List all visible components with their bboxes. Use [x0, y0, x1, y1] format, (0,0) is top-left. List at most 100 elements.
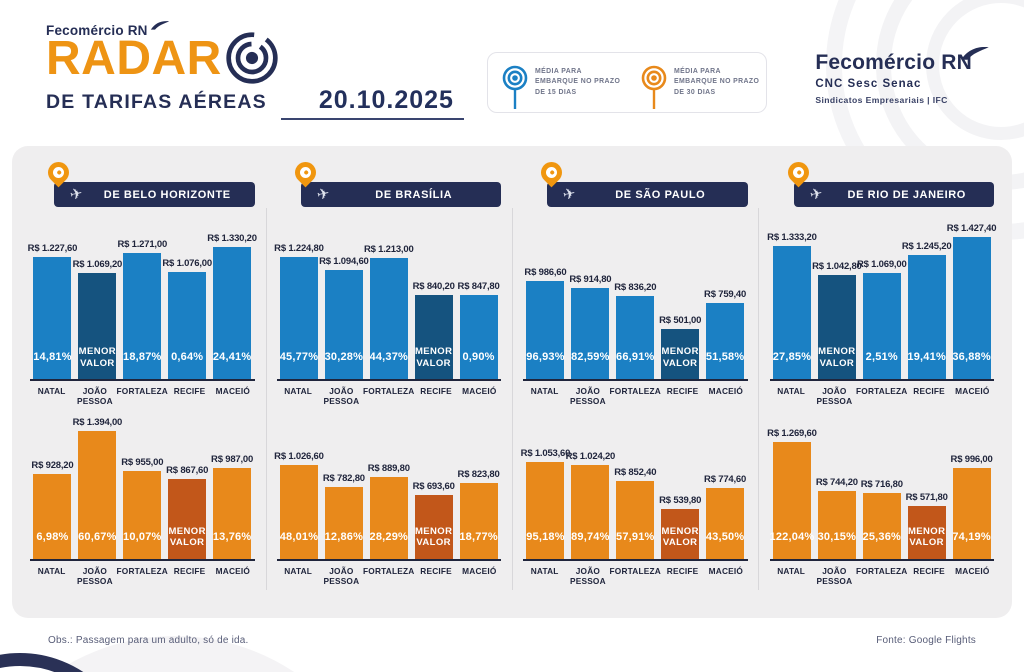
origin-title: DE SÃO PAULO: [615, 188, 706, 201]
bar-value-label: R$ 716,80: [860, 478, 903, 490]
city-label: NATAL: [777, 565, 806, 576]
lowest-value-label: MENOR VALOR: [414, 525, 453, 549]
logo-wordmark: Fecomércio RN: [815, 46, 990, 75]
airplane-icon: ✈: [807, 184, 824, 205]
bar-recife: [414, 295, 453, 379]
bar-slot-joao-pessoa: R$ 1.042,80 MENOR VALOR: [812, 239, 862, 379]
brand-small-wordmark: Fecomércio RN: [46, 20, 464, 38]
bars-row: R$ 1.269,60 122,04% R$ 744,20 30,15% R$ 716,…: [767, 428, 994, 561]
bar-slot-fortaleza: R$ 836,20 66,91%: [613, 239, 658, 379]
divider: [758, 208, 759, 590]
bar-natal: [279, 464, 318, 559]
bar-recife: [661, 329, 700, 379]
city-label: FORTALEZA: [116, 565, 168, 576]
title-row: RADAR: [46, 32, 464, 86]
charts-band: ✈ DE BELO HORIZONTE R$ 1.227,60 14,81% R$ 1.…: [12, 146, 1012, 618]
footer: Obs.: Passagem para um adulto, só de ida…: [0, 618, 1024, 672]
bar-value-label: R$ 759,40: [704, 289, 747, 300]
bar-slot-natal: R$ 1.333,20 27,85%: [767, 232, 817, 379]
bar-percent-label: 89,74%: [571, 530, 610, 543]
city-label: NATAL: [284, 386, 313, 396]
bar-slot-fortaleza: R$ 852,40 57,91%: [613, 433, 658, 559]
bar-slot-recife: R$ 571,80 MENOR VALOR: [904, 433, 949, 559]
city-label: JOÃO PESSOA: [816, 565, 853, 587]
city-label: NATAL: [284, 565, 313, 576]
bar-maceio: [952, 467, 991, 559]
subtitle-row: DE TARIFAS AÉREAS 20.10.2025: [46, 86, 464, 120]
lowest-value-label: MENOR VALOR: [661, 346, 699, 369]
lowest-value-label: MENOR VALOR: [907, 525, 946, 549]
bar-natal: [526, 281, 565, 379]
bar-value-label: R$ 1.394,00: [72, 416, 123, 428]
bar-value-label: R$ 928,20: [31, 459, 74, 471]
bar-value-label: R$ 774,60: [704, 473, 747, 485]
bar-maceio: [706, 487, 745, 559]
city-label: RECIFE: [666, 565, 699, 576]
bar-slot-fortaleza: R$ 1.271,00 18,87%: [117, 239, 167, 379]
bar-value-label: R$ 1.333,20: [767, 232, 817, 243]
bar-recife: [907, 505, 946, 559]
bar-slot-natal: R$ 1.026,60 48,01%: [274, 433, 324, 559]
city-label: FORTALEZA: [856, 386, 908, 396]
chart-orange-de-belo-horizonte: R$ 928,20 6,98% R$ 1.394,00 60,67% R$ 955,00…: [30, 416, 255, 561]
bar-percent-label: 74,19%: [952, 530, 991, 543]
bar-value-label: R$ 840,20: [412, 281, 455, 292]
bar-value-label: R$ 1.245,20: [901, 241, 952, 252]
bar-joao-pessoa: [78, 273, 117, 379]
bar-fortaleza: [369, 476, 408, 559]
bar-percent-label: 25,36%: [862, 530, 902, 543]
origin-header-box: ✈ DE BRASÍLIA: [300, 182, 501, 207]
bar-recife: [414, 494, 453, 559]
bar-value-label: R$ 693,60: [412, 480, 455, 492]
origin-header: ✈ DE SÃO PAULO: [536, 157, 748, 207]
legend-label: MÉDIA PARA EMBARQUE NO PRAZO DE 15 DIAS: [535, 67, 621, 96]
bar-value-label: R$ 501,00: [659, 315, 702, 326]
chart-group-de-brasilia: ✈ DE BRASÍLIA R$ 1.224,80 45,77% R$ 1.094,60…: [274, 157, 501, 618]
bar-slot-fortaleza: R$ 1.069,00 2,51%: [856, 239, 907, 379]
chart-orange-de-rio-de-janeiro: R$ 1.269,60 122,04% R$ 744,20 30,15% R$ 716,…: [767, 419, 994, 561]
bar-maceio: [459, 482, 498, 559]
bar-percent-label: 96,93%: [526, 351, 565, 363]
bar-slot-joao-pessoa: R$ 914,80 82,59%: [568, 239, 613, 379]
bar-percent-label: 18,87%: [123, 351, 162, 363]
bar-slot-joao-pessoa: R$ 782,80 12,86%: [321, 433, 366, 559]
bar-value-label: R$ 1.069,00: [856, 259, 907, 270]
origin-title: DE BRASÍLIA: [375, 188, 453, 201]
bars-row: R$ 1.227,60 14,81% R$ 1.069,20 MENOR VALOR R…: [28, 233, 257, 381]
bar-value-label: R$ 1.026,60: [274, 450, 324, 462]
bar-percent-label: 82,59%: [571, 351, 610, 363]
bar-slot-fortaleza: R$ 955,00 10,07%: [120, 433, 165, 559]
lowest-value-label: MENOR VALOR: [78, 346, 117, 369]
city-label: RECIFE: [666, 386, 699, 396]
bar-fortaleza: [862, 273, 901, 379]
city-label: NATAL: [777, 386, 806, 396]
bar-slot-fortaleza: R$ 1.213,00 44,37%: [364, 239, 414, 379]
bar-percent-label: 66,91%: [616, 351, 655, 363]
bar-value-label: R$ 867,60: [166, 464, 209, 476]
city-label: FORTALEZA: [363, 565, 415, 576]
bar-percent-label: 13,76%: [212, 530, 252, 543]
bar-maceio: [459, 295, 498, 379]
bar-slot-natal: R$ 928,20 6,98%: [30, 433, 75, 559]
bar-percent-label: 51,58%: [705, 351, 745, 363]
bar-joao-pessoa: [817, 490, 856, 559]
chart-blue-de-brasilia: R$ 1.224,80 45,77% R$ 1.094,60 30,28% R$ 1.2…: [274, 225, 501, 381]
bar-joao-pessoa: [324, 270, 363, 379]
city-label: JOÃO PESSOA: [77, 565, 113, 587]
chart-blue-de-belo-horizonte: R$ 1.227,60 14,81% R$ 1.069,20 MENOR VALOR R…: [28, 225, 257, 381]
radar-icon: [226, 32, 278, 84]
page-title: RADAR: [46, 32, 222, 85]
bar-slot-maceio: R$ 996,00 74,19%: [949, 433, 994, 559]
footer-note: Obs.: Passagem para um adulto, só de ida…: [48, 634, 249, 646]
city-labels: NATAL JOÃO PESSOA FORTALEZA RECIFE MACEIÓ: [30, 566, 255, 587]
bar-slot-maceio: R$ 1.330,20 24,41%: [207, 233, 257, 379]
bar-slot-recife: R$ 693,60 MENOR VALOR: [411, 433, 456, 559]
city-label: MACEIÓ: [955, 565, 990, 576]
feather-icon: [150, 21, 169, 30]
bar-value-label: R$ 1.053,60: [520, 447, 571, 459]
airplane-icon: ✈: [561, 184, 578, 205]
chart-group-de-sao-paulo: ✈ DE SÃO PAULO R$ 986,60 96,93% R$ 914,80 82,…: [520, 157, 748, 618]
bar-percent-label: 44,37%: [369, 351, 409, 363]
city-label: JOÃO PESSOA: [323, 386, 360, 407]
bar-slot-natal: R$ 986,60 96,93%: [523, 239, 568, 379]
